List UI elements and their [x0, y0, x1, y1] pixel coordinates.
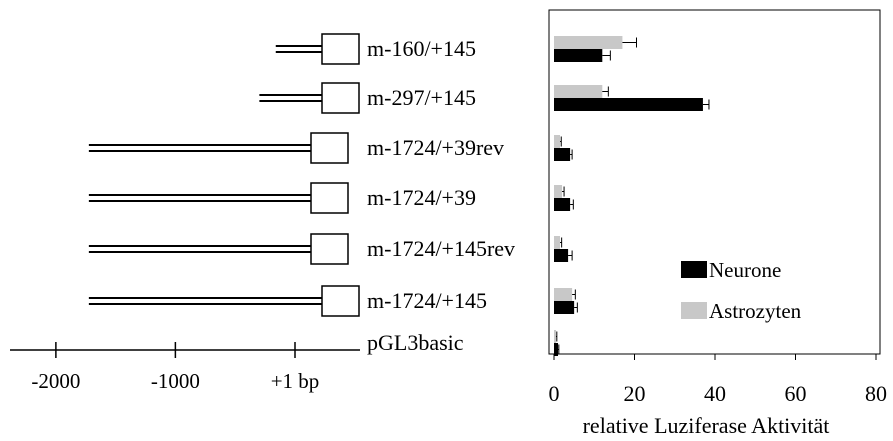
bar-neurone [554, 249, 569, 262]
construct-labels: m-160/+145 m-297/+145 m-1724/+39rev m-1724/… [367, 36, 515, 355]
legend-swatch-neurone [681, 261, 707, 278]
construct-label: pGL3basic [367, 330, 464, 355]
construct-label: m-297/+145 [367, 85, 476, 110]
luciferase-box [310, 132, 349, 164]
chart-axis-tick-label: 80 [865, 381, 887, 406]
luciferase-box [321, 82, 360, 114]
legend-label-astrozyten: Astrozyten [709, 299, 802, 323]
bar-neurone [554, 343, 559, 356]
legend: Neurone Astrozyten [681, 258, 802, 323]
bar-neurone [554, 49, 603, 62]
map-axis-tick-label: +1 bp [271, 369, 320, 393]
luciferase-box [310, 233, 349, 265]
map-axis: -2000 -1000 +1 bp [10, 342, 360, 393]
bar-astrozyten [554, 135, 561, 148]
construct-label: m-160/+145 [367, 36, 476, 61]
luciferase-box [321, 33, 360, 65]
map-axis-tick-label: -2000 [31, 369, 80, 393]
bar-neurone [554, 301, 575, 314]
chart-axis-tick-label: 60 [785, 381, 807, 406]
map-axis-tick-label: -1000 [151, 369, 200, 393]
bar-astrozyten [554, 85, 603, 98]
x-axis-label: relative Luziferase Aktivität [583, 413, 830, 438]
bar-astrozyten [554, 236, 561, 249]
bar-neurone [554, 198, 571, 211]
construct-label: m-1724/+145rev [367, 236, 515, 261]
construct-label: m-1724/+39 [367, 185, 476, 210]
bar-astrozyten [554, 330, 557, 343]
bar-astrozyten [554, 185, 563, 198]
luciferase-box [310, 182, 349, 214]
construct-map [88, 33, 360, 317]
legend-label-neurone: Neurone [709, 258, 781, 282]
bars [554, 36, 710, 356]
chart-axis-tick-label: 20 [624, 381, 646, 406]
chart-x-axis: 0 20 40 60 80 [549, 353, 887, 406]
bar-astrozyten [554, 36, 623, 49]
bar-neurone [554, 148, 571, 161]
chart-axis-tick-label: 0 [549, 381, 560, 406]
construct-label: m-1724/+39rev [367, 135, 504, 160]
bar-neurone [554, 98, 703, 111]
construct-label: m-1724/+145 [367, 288, 487, 313]
legend-swatch-astrozyten [681, 302, 707, 319]
chart-axis-tick-label: 40 [704, 381, 726, 406]
bar-astrozyten [554, 288, 573, 301]
luciferase-box [321, 285, 360, 317]
